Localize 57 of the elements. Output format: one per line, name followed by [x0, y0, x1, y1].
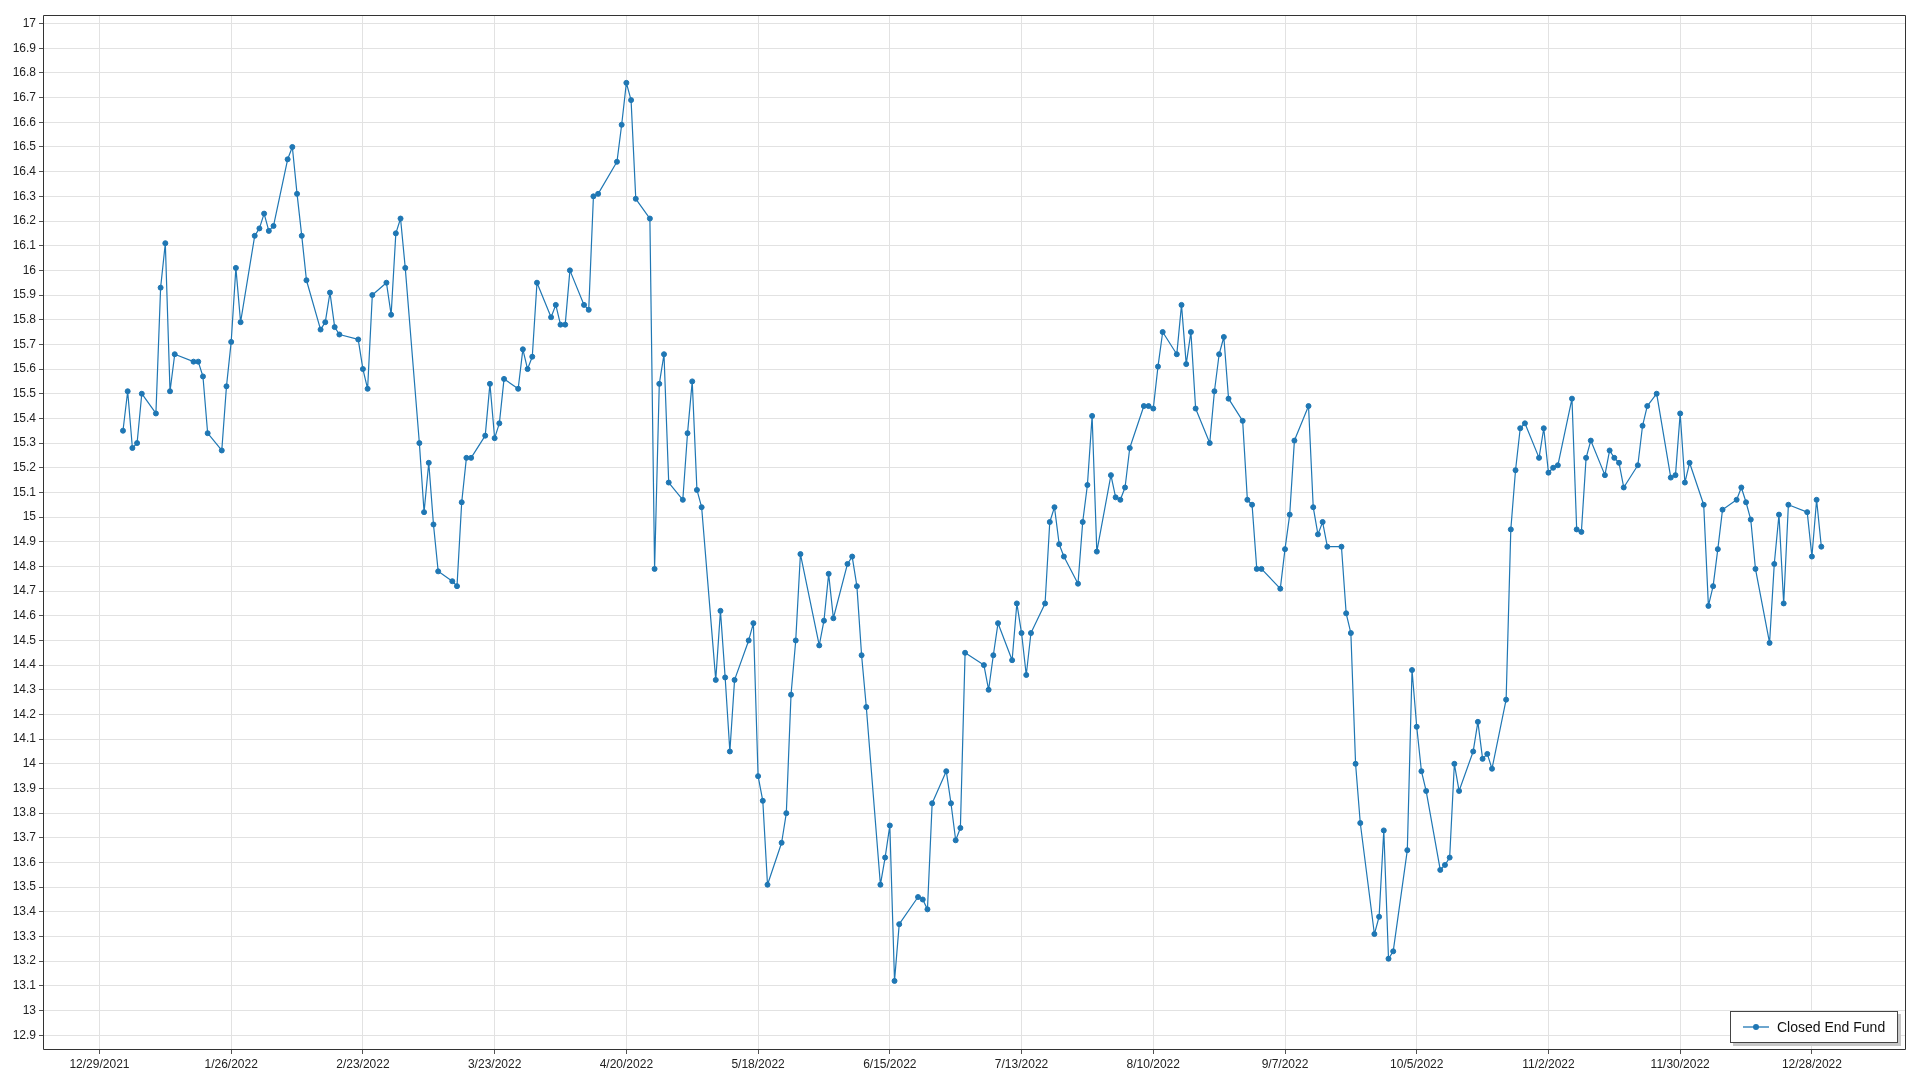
y-tick-label: 13.5 — [12, 879, 37, 894]
x-tick-label: 3/23/2022 — [467, 1056, 522, 1071]
x-tick-label: 2/23/2022 — [336, 1056, 390, 1071]
y-tick-label: 16 — [22, 262, 37, 277]
x-tick-label: 1/26/2022 — [204, 1056, 259, 1071]
y-tick-label: 14.9 — [12, 534, 37, 549]
y-tick-label: 15.4 — [12, 410, 37, 425]
x-tick-label: 11/2/2022 — [1522, 1056, 1576, 1071]
y-tick-label: 15.3 — [12, 435, 37, 450]
legend-label: Closed End Fund — [1777, 1018, 1886, 1036]
x-tick-label: 5/18/2022 — [731, 1056, 786, 1071]
y-tick-label: 13.8 — [12, 805, 37, 820]
x-tick-label: 10/5/2022 — [1390, 1056, 1444, 1071]
y-tick-label: 13.4 — [12, 904, 37, 919]
y-tick-label: 16.5 — [12, 139, 37, 154]
y-tick-label: 14.6 — [12, 608, 37, 623]
y-tick-label: 13 — [22, 1002, 37, 1017]
y-tick-label: 12.9 — [12, 1027, 37, 1042]
y-tick-label: 13.3 — [12, 928, 37, 943]
y-tick-label: 16.1 — [12, 238, 37, 252]
y-tick-label: 13.6 — [12, 854, 37, 869]
y-tick-label: 14 — [22, 756, 37, 771]
x-tick-label: 11/30/2022 — [1650, 1056, 1711, 1071]
x-tick-label: 9/7/2022 — [1261, 1056, 1309, 1071]
x-tick-label: 7/13/2022 — [994, 1056, 1049, 1071]
y-tick-label: 15.7 — [12, 336, 37, 351]
y-tick-label: 15.2 — [12, 460, 37, 475]
y-tick-label: 13.1 — [12, 978, 37, 993]
y-tick-label: 16.2 — [12, 213, 37, 228]
y-tick-label: 14.2 — [12, 706, 37, 721]
y-tick-label: 13.7 — [12, 830, 37, 845]
x-tick-label: 4/20/2022 — [599, 1056, 654, 1071]
y-tick-label: 14.4 — [12, 657, 37, 672]
y-tick-label: 16.8 — [12, 65, 37, 80]
x-tick-label: 12/29/2021 — [69, 1056, 130, 1071]
y-tick-label: 15.8 — [12, 312, 37, 327]
y-tick-label: 13.2 — [12, 953, 37, 968]
y-tick-label: 15.1 — [12, 484, 37, 499]
y-tick-label: 16.3 — [12, 188, 37, 203]
x-tick-label: 12/28/2022 — [1781, 1056, 1843, 1071]
y-tick-label: 17 — [22, 15, 37, 30]
y-tick-label: 16.4 — [12, 163, 37, 178]
y-tick-label: 14.5 — [12, 632, 37, 647]
y-tick-label: 13.9 — [12, 780, 37, 795]
y-tick-label: 14.1 — [12, 731, 37, 746]
y-tick-label: 15.6 — [12, 361, 37, 376]
y-tick-label: 14.7 — [12, 583, 37, 598]
y-tick-label: 16.9 — [12, 40, 37, 55]
x-tick-label: 6/15/2022 — [863, 1056, 917, 1071]
y-tick-label: 14.8 — [12, 558, 37, 573]
y-tick-label: 16.6 — [12, 114, 37, 129]
y-tick-label: 15.9 — [12, 287, 37, 302]
y-tick-label: 15.5 — [12, 386, 37, 401]
x-tick-label: 8/10/2022 — [1126, 1056, 1181, 1071]
y-tick-label: 16.7 — [12, 89, 37, 104]
y-tick-label: 14.3 — [12, 682, 37, 697]
y-tick-label: 15 — [22, 509, 37, 524]
